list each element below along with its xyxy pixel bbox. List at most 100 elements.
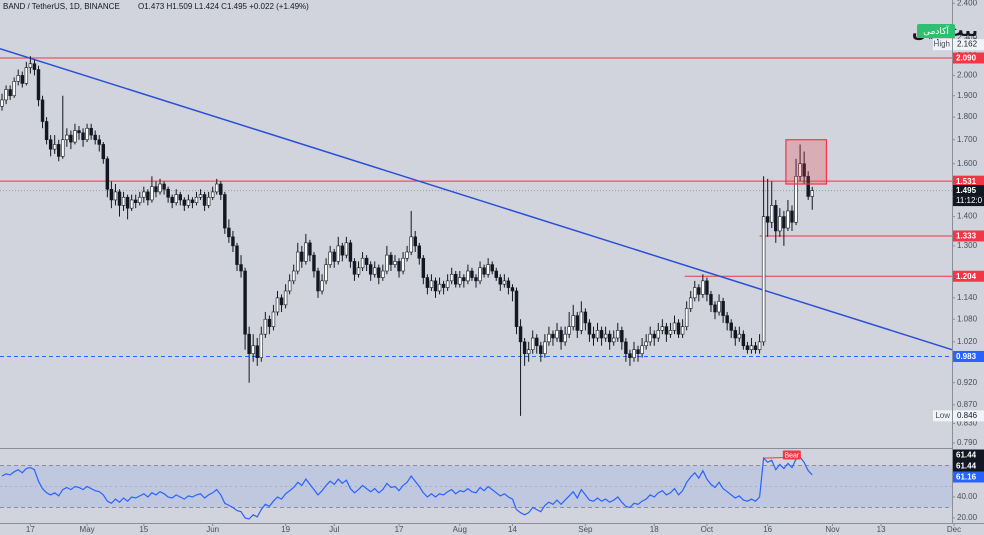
low-value: 0.846 <box>957 411 978 420</box>
candle-body <box>198 194 203 198</box>
candle-body <box>445 280 450 288</box>
candle-body <box>421 257 426 278</box>
candle-body <box>129 199 134 209</box>
candle-body <box>320 280 324 292</box>
candle-body <box>437 283 442 292</box>
level-tag-bg <box>953 350 984 362</box>
candle-body <box>417 245 422 259</box>
candle-body <box>133 199 138 203</box>
candle-body <box>202 194 207 206</box>
candle-body <box>551 333 555 339</box>
high-label: High <box>934 40 950 49</box>
candle-body <box>190 199 195 203</box>
candle-body <box>733 330 737 339</box>
candle-body <box>154 186 158 193</box>
candle-body <box>640 345 644 354</box>
candle-body <box>482 267 486 275</box>
candle-body <box>304 242 308 262</box>
candle-body <box>12 81 16 97</box>
candle-body <box>624 341 628 354</box>
candle-body <box>583 311 588 324</box>
candle-body <box>291 270 296 282</box>
candle-body <box>65 134 69 141</box>
candle-body <box>454 273 458 285</box>
level-tag: 1.333 <box>956 232 977 241</box>
candle-body <box>101 144 106 160</box>
y-tick-label: 1.300 <box>957 241 978 250</box>
candle-body <box>364 257 369 265</box>
countdown-bg <box>953 196 984 207</box>
candle-body <box>563 333 567 343</box>
candle-body <box>652 333 656 339</box>
high-value: 2.162 <box>957 40 978 49</box>
candle-body <box>287 280 292 292</box>
candle-body <box>170 196 174 203</box>
candle-body <box>603 333 608 339</box>
candle-body <box>377 267 381 278</box>
candle-body <box>555 330 559 339</box>
candle-body <box>778 216 782 232</box>
candle-body <box>146 191 150 201</box>
candle-body <box>466 270 470 282</box>
candle-body <box>231 236 235 247</box>
highlight-box <box>785 139 828 185</box>
rsi-tag: 61.16 <box>956 473 977 482</box>
candle-body <box>174 194 178 203</box>
y-tick-label: 2.000 <box>957 71 978 80</box>
rsi-tag: 61.44 <box>956 451 977 460</box>
candle-body <box>219 183 223 195</box>
candle-body <box>413 236 417 247</box>
candle-body <box>514 290 519 327</box>
candle-body <box>802 163 806 177</box>
candle-body <box>113 191 118 201</box>
candle-body <box>393 261 397 265</box>
x-tick-label: 13 <box>877 525 886 534</box>
candle-body <box>745 345 750 350</box>
candle-body <box>182 199 187 206</box>
candle-body <box>138 196 142 203</box>
candle-body <box>28 63 33 68</box>
candle-body <box>680 326 685 335</box>
rsi-y-tick-label: 20.00 <box>957 513 978 522</box>
candle-body <box>24 67 29 84</box>
candle-body <box>69 134 73 143</box>
candle-body <box>429 280 434 288</box>
candle-body <box>721 301 725 316</box>
candle-body <box>223 194 227 229</box>
candle-body <box>506 280 511 288</box>
candle-body <box>89 127 93 136</box>
candle-body <box>385 254 389 272</box>
candle-body <box>717 301 721 313</box>
x-tick-label: Jun <box>206 525 219 534</box>
candle-body <box>757 341 762 350</box>
y-tick-label: 0.830 <box>957 419 978 428</box>
candle-body <box>632 349 636 358</box>
candle-body <box>340 245 345 256</box>
candle-body <box>668 330 673 335</box>
candle-body <box>332 251 336 262</box>
candle-body <box>32 63 37 70</box>
candle-body <box>522 341 527 354</box>
candle-body <box>770 205 774 223</box>
level-tag: 0.983 <box>956 352 977 361</box>
candle-body <box>433 280 438 292</box>
candle-body <box>178 194 182 201</box>
trendline <box>0 47 953 351</box>
candle-body <box>316 270 320 292</box>
candle-body <box>158 183 162 193</box>
rsi-y-tick-label: 40.00 <box>957 492 978 501</box>
candle-body <box>749 345 754 350</box>
candle-body <box>356 267 361 275</box>
candle-body <box>478 267 482 282</box>
candle-body <box>247 333 251 354</box>
candle-body <box>360 257 365 269</box>
candle-body <box>620 330 624 343</box>
annotation-bg <box>782 450 801 460</box>
candle-body <box>328 251 332 265</box>
level-tag-bg <box>953 175 984 187</box>
candle-body <box>251 345 255 354</box>
x-tick-label: 14 <box>508 525 517 534</box>
candle-body <box>737 333 742 339</box>
candle-body <box>486 264 490 275</box>
candle-body <box>595 330 600 339</box>
